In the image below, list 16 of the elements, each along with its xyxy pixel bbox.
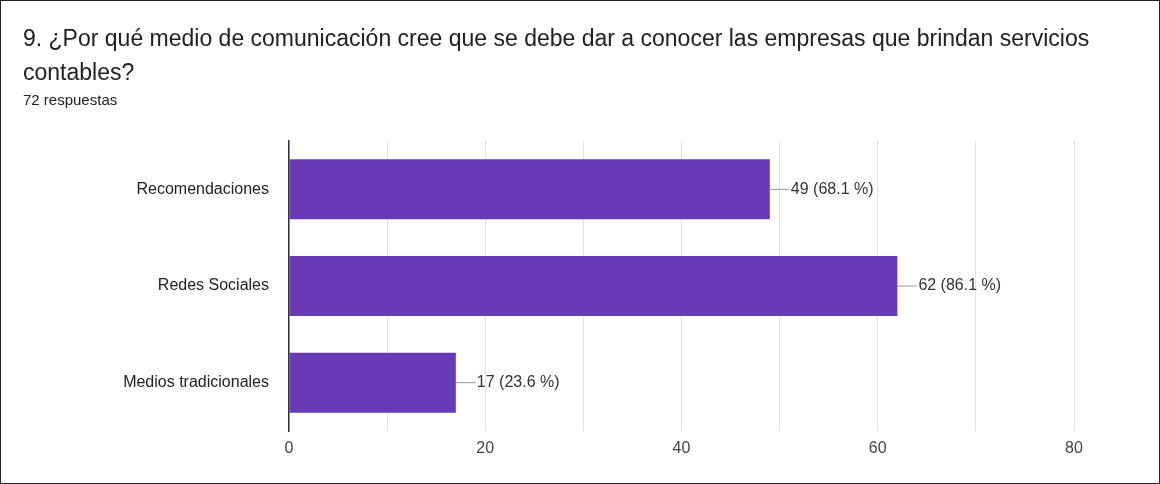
chart-title: 9. ¿Por qué medio de comunicación cree que se debe dar a conocer las empresas que brindan servicios contables? (23, 24, 1091, 87)
data-label: 49 (68.1 %) (790, 179, 874, 197)
x-tick-label: 20 (476, 439, 495, 457)
y-tick-label: Recomendaciones (136, 179, 269, 197)
x-tick-label: 60 (868, 439, 887, 457)
text: 72 respuestas (23, 91, 118, 108)
bar (289, 159, 770, 220)
y-tick-label: Redes Sociales (157, 276, 269, 294)
data-label: 17 (23.6 %) (476, 373, 560, 391)
x-tick-label: 0 (284, 439, 294, 457)
bar (289, 352, 456, 413)
bar (289, 256, 898, 316)
x-tick-label: 40 (672, 439, 691, 457)
x-tick-label: 80 (1065, 439, 1083, 457)
data-label: 62 (86.1 %) (918, 276, 1002, 294)
y-tick-label: Medios tradicionales (123, 373, 269, 391)
